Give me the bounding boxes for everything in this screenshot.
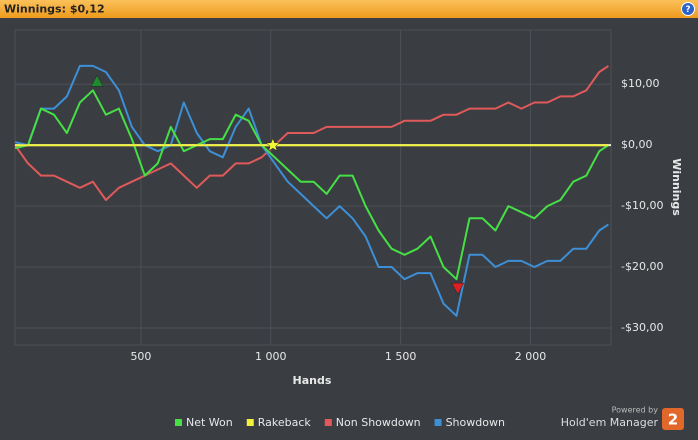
y-axis-label: Winnings [670,158,683,216]
y-tick-label: -$30,00 [621,321,663,334]
y-tick-label: -$10,00 [621,199,663,212]
brand-version: 2 [668,411,678,429]
x-tick-label: 1 000 [255,350,287,363]
help-icon-glyph: ? [685,5,690,15]
chart-title: Winnings: $0,12 [4,3,105,16]
y-tick-label: $0,00 [621,138,653,151]
x-axis-label: Hands [293,374,332,387]
x-tick-label: 2 000 [515,350,547,363]
header-bar [0,0,698,18]
series-line [14,65,609,201]
legend-swatch [324,419,332,426]
y-tick-label: $10,00 [621,77,660,90]
powered-by: Powered by [612,406,659,415]
legend-label: Net Won [186,416,233,429]
marker [265,137,281,152]
legend-label: Non Showdown [336,416,421,429]
x-tick-label: 1 500 [385,350,417,363]
legend-label: Rakeback [258,416,312,429]
brand-logo [662,408,684,430]
series-line [14,64,609,317]
legend-swatch [175,419,182,426]
series-line [14,89,609,281]
legend-swatch [246,419,254,426]
x-tick-label: 500 [130,350,151,363]
legend-swatch [434,419,442,426]
legend-label: Showdown [446,416,505,429]
y-tick-label: -$20,00 [621,260,663,273]
brand: Hold'em Manager [561,416,659,429]
marker [451,282,465,295]
help-icon[interactable] [681,2,695,16]
marker [90,74,104,87]
plot-area [14,29,612,346]
